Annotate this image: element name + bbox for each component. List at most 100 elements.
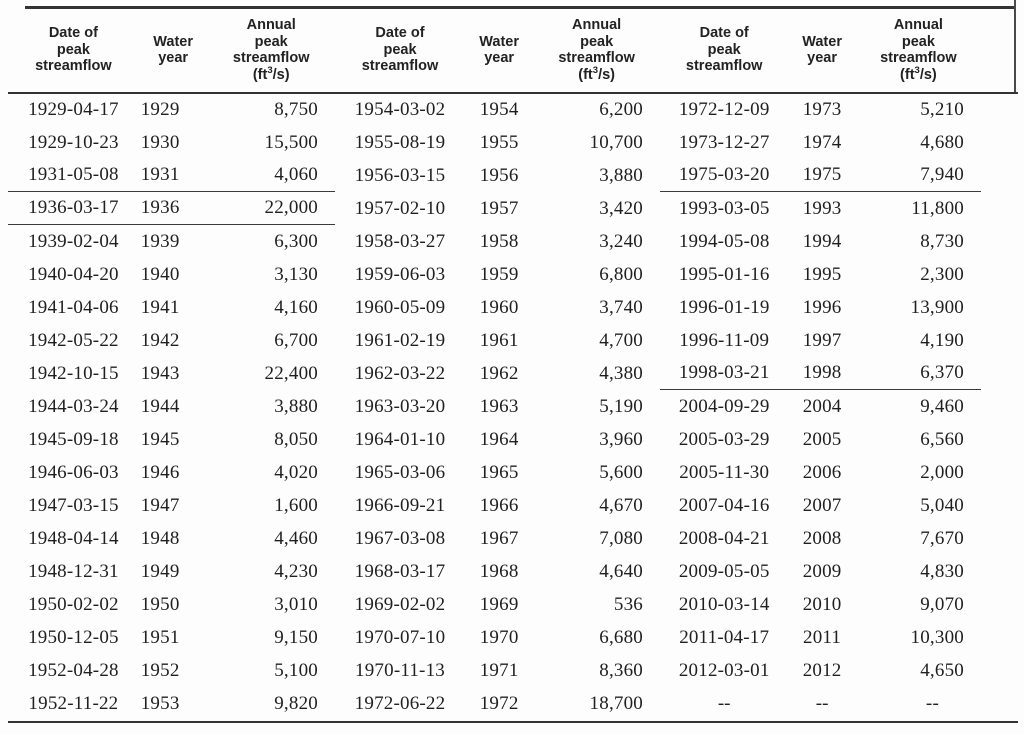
flow-unit-post: /s) <box>272 66 290 83</box>
date-cell: -- <box>717 692 731 714</box>
table-body: 1929-04-17 1929 8,750 1929-10-23 1930 15,500 1… <box>8 93 1017 720</box>
date-cell: 1947-03-15 <box>28 494 119 516</box>
year-cell: 1996 <box>802 296 842 318</box>
year-cell: 1939 <box>140 230 180 252</box>
table-row: 2009-05-05 2009 4,830 <box>660 555 981 588</box>
year-cell: 1929 <box>140 98 180 120</box>
flow-cell: 4,060 <box>274 164 318 185</box>
flow-unit-exponent: 3 <box>592 64 599 76</box>
date-cell: 1952-04-28 <box>28 659 119 681</box>
date-cell: 2007-04-16 <box>678 494 770 516</box>
year-cell: 1957 <box>479 197 519 219</box>
date-cell: 1972-12-09 <box>678 98 770 120</box>
column-group-header: Date of peak streamflow Water year Annua… <box>8 8 335 92</box>
flow-cell: 6,200 <box>599 98 643 120</box>
date-cell: 1929-10-23 <box>28 131 119 153</box>
flow-cell: 13,900 <box>910 296 964 318</box>
table-row: 2005-11-30 2006 2,000 <box>660 456 981 489</box>
year-cell: 1940 <box>140 263 180 285</box>
flow-cell: 8,050 <box>274 428 318 450</box>
flow-cell: 7,670 <box>920 527 964 549</box>
flow-cell: 6,300 <box>274 230 318 252</box>
table-row: 1952-11-22 1953 9,820 <box>8 687 335 720</box>
table-row: 1955-08-19 1955 10,700 <box>335 126 660 159</box>
table-row: 1962-03-22 1962 4,380 <box>335 357 660 390</box>
year-cell: 1951 <box>140 626 180 648</box>
table-row: 1956-03-15 1956 3,880 <box>335 159 660 192</box>
date-cell: 1950-02-02 <box>28 593 119 615</box>
column-group-header: Date of peak streamflow Water year Annua… <box>660 8 981 92</box>
table-row: 1959-06-03 1959 6,800 <box>335 258 660 291</box>
date-cell: 1954-03-02 <box>354 98 446 120</box>
col-header-date: Date of peak streamflow <box>685 25 763 75</box>
date-cell: 1964-01-10 <box>354 428 446 450</box>
flow-cell: 8,750 <box>274 98 318 120</box>
table-row: 1950-12-05 1951 9,150 <box>8 621 335 654</box>
col-header-flow-unit: (ft3/s) <box>900 65 937 84</box>
year-cell: 1931 <box>140 164 180 185</box>
year-cell: 2009 <box>802 560 842 582</box>
year-cell: 1969 <box>479 593 519 615</box>
flow-cell: 4,230 <box>274 560 318 582</box>
table-header-rule <box>8 92 1018 94</box>
year-cell: 1965 <box>479 461 519 483</box>
table-row: 1961-02-19 1961 4,700 <box>335 324 660 357</box>
table-row: 1993-03-05 1993 11,800 <box>660 192 981 225</box>
flow-cell: 5,040 <box>920 494 964 516</box>
flow-cell: 9,070 <box>920 593 964 615</box>
column-group: 1929-04-17 1929 8,750 1929-10-23 1930 15,500 1… <box>8 93 335 720</box>
flow-cell: 6,370 <box>920 362 964 383</box>
table-row: 1960-05-09 1960 3,740 <box>335 291 660 324</box>
flow-unit-post: /s) <box>598 66 615 83</box>
date-cell: 2005-03-29 <box>678 428 770 450</box>
col-header-flow-label: Annual peak streamflow <box>232 17 310 66</box>
body-spacer <box>981 93 1017 720</box>
year-cell: -- <box>815 692 829 714</box>
date-cell: 1969-02-02 <box>354 593 446 615</box>
year-cell: 1972 <box>479 692 519 714</box>
flow-cell: 9,150 <box>274 626 318 648</box>
table-row: 1996-01-19 1996 13,900 <box>660 291 981 324</box>
flow-cell: 4,650 <box>920 659 964 681</box>
table-row: 1970-07-10 1970 6,680 <box>335 621 660 654</box>
flow-cell: 3,420 <box>599 197 643 219</box>
table-row: 1946-06-03 1946 4,020 <box>8 456 335 489</box>
table-row: 1936-03-17 1936 22,000 <box>8 192 335 225</box>
flow-cell: 4,020 <box>274 461 318 483</box>
date-cell: 1963-03-20 <box>354 395 446 417</box>
flow-cell: 15,500 <box>264 131 318 153</box>
year-cell: 2006 <box>802 461 842 483</box>
year-cell: 1960 <box>479 296 519 318</box>
flow-unit-pre: (ft <box>578 66 593 83</box>
date-cell: 2011-04-17 <box>679 626 770 648</box>
flow-unit-pre: (ft <box>900 66 915 83</box>
table-row: 1950-02-02 1950 3,010 <box>8 588 335 621</box>
header-right-edge-line <box>1014 0 1016 93</box>
table-row: 1948-04-14 1948 4,460 <box>8 522 335 555</box>
year-cell: 2010 <box>802 593 842 615</box>
flow-cell: 3,960 <box>599 428 643 450</box>
table-row: 1975-03-20 1975 7,940 <box>660 159 981 192</box>
date-cell: 1970-11-13 <box>355 659 445 681</box>
table-row: 1967-03-08 1967 7,080 <box>335 522 660 555</box>
flow-cell: 6,680 <box>599 626 643 648</box>
date-cell: 1936-03-17 <box>28 197 119 218</box>
date-cell: 2008-04-21 <box>678 527 770 549</box>
date-cell: 1952-11-22 <box>28 692 119 714</box>
col-header-flow: Annual peak streamflow (ft3/s) <box>856 8 981 92</box>
flow-unit-pre: (ft <box>252 66 268 83</box>
date-cell: 2012-03-01 <box>678 659 770 681</box>
year-cell: 1971 <box>479 659 519 681</box>
year-cell: 1997 <box>802 329 842 351</box>
year-cell: 1936 <box>140 197 180 218</box>
date-cell: 1996-11-09 <box>679 329 770 351</box>
table-row: 2010-03-14 2010 9,070 <box>660 588 981 621</box>
flow-cell: 3,740 <box>599 296 643 318</box>
table-row: 2007-04-16 2007 5,040 <box>660 489 981 522</box>
flow-cell: -- <box>925 692 939 714</box>
year-cell: 1998 <box>802 362 842 383</box>
table-row: 1996-11-09 1997 4,190 <box>660 324 981 357</box>
col-header-flow-unit: (ft3/s) <box>578 64 615 84</box>
year-cell: 1974 <box>802 131 842 153</box>
col-header-flow-label: Annual peak streamflow <box>880 17 957 66</box>
